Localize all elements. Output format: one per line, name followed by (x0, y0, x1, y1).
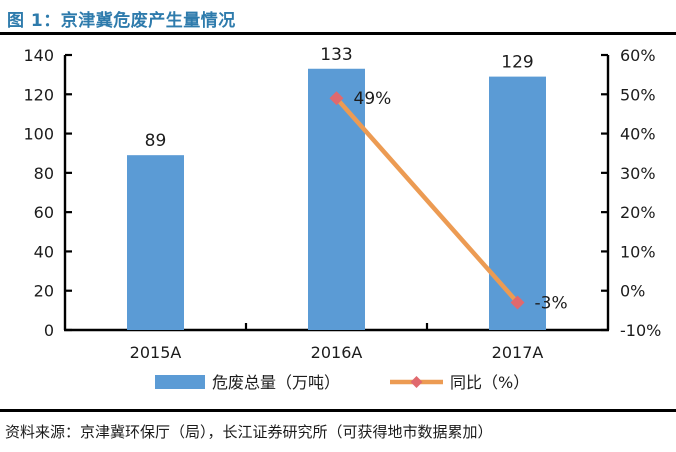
title-divider (0, 32, 676, 35)
bar-value-label: 89 (145, 131, 167, 151)
bar-2017A (489, 76, 546, 330)
bar-value-label: 129 (501, 53, 533, 73)
yoy-value-label: 49% (354, 89, 392, 109)
footer-divider (0, 409, 676, 412)
left-tick-label: 100 (23, 125, 54, 144)
yoy-line (334, 95, 520, 305)
legend-label: 危废总量（万吨） (212, 373, 340, 392)
right-tick-label: 50% (620, 85, 656, 104)
bar-2015A (127, 155, 184, 330)
left-tick-label: 120 (23, 85, 54, 104)
left-tick-label: 140 (23, 46, 54, 65)
category-label: 2015A (130, 343, 182, 362)
right-tick-label: 40% (620, 125, 656, 144)
left-tick-label: 60 (34, 203, 54, 222)
source-note: 资料来源：京津冀环保厅（局），长江证券研究所（可获得地市数据累加） (5, 423, 493, 441)
legend-swatch-bar (155, 375, 205, 389)
right-tick-label: 60% (620, 46, 656, 65)
page-title: 图 1：京津冀危废产生量情况 (7, 11, 236, 31)
left-tick-label: 0 (44, 321, 54, 340)
right-tick-label: 0% (620, 282, 645, 301)
legend-label: 同比（%） (450, 373, 529, 392)
left-tick-label: 40 (34, 242, 54, 261)
yoy-value-label: -3% (535, 294, 568, 314)
left-tick-label: 80 (34, 164, 54, 183)
yoy-marker (329, 91, 344, 106)
category-label: 2016A (311, 343, 363, 362)
category-label: 2017A (492, 343, 544, 362)
chart: 0 20 40 60 80 100 120 140 -10% 0% 10% 20% 30% 40% 50% 6… (23, 45, 661, 392)
yoy-marker (510, 295, 525, 310)
left-tick-label: 20 (34, 282, 54, 301)
bar-value-label: 133 (320, 45, 352, 65)
legend-marker-icon (410, 376, 423, 388)
right-tick-label: 30% (620, 164, 656, 183)
right-tick-label: -10% (620, 321, 661, 340)
right-tick-label: 10% (620, 242, 656, 261)
right-tick-label: 20% (620, 203, 656, 222)
bar-2016A (308, 68, 365, 330)
